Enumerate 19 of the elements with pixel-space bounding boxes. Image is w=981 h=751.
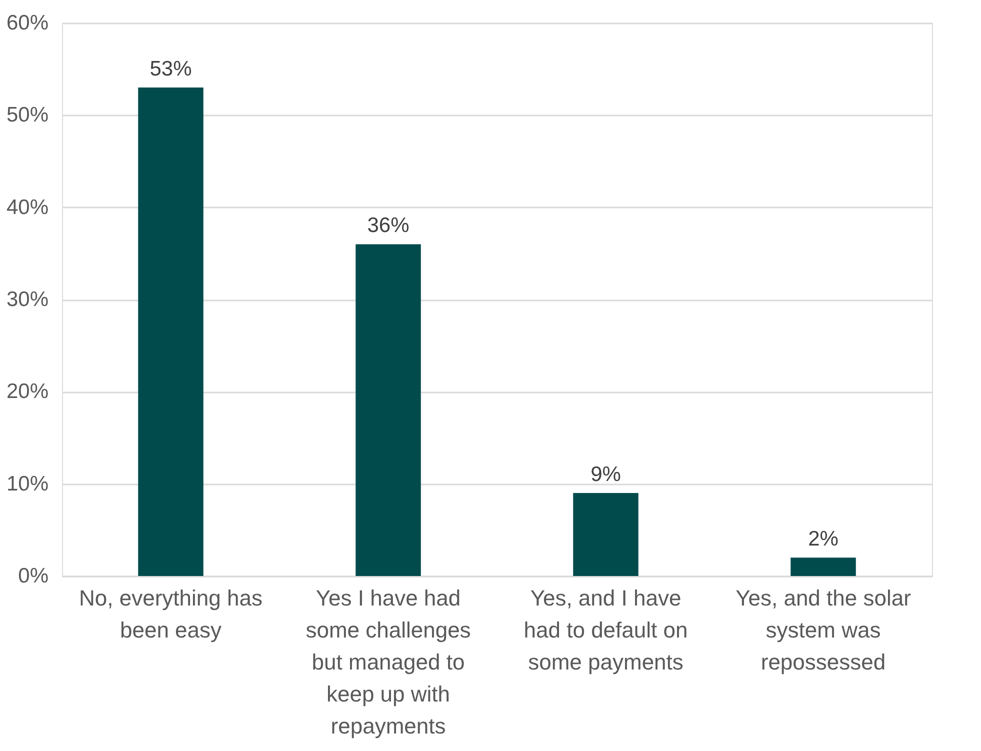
x-tick-label: No, everything has been easy (79, 586, 262, 642)
x-tick-label: Yes, and the solar system was repossessed (736, 586, 911, 674)
bar (790, 558, 856, 576)
y-tick-label: 30% (6, 288, 48, 311)
bar (138, 88, 204, 576)
x-tick-label: Yes, and I have had to default on some payments (524, 586, 688, 674)
data-label: 9% (590, 463, 621, 486)
y-tick-label: 10% (6, 472, 48, 496)
data-label: 36% (367, 214, 410, 238)
y-tick-label: 60% (6, 12, 48, 34)
y-tick-label: 0% (18, 564, 48, 588)
y-tick-label: 40% (6, 196, 48, 219)
x-tick-label: Yes I have had some challenges but managed to keep up with repayments (306, 586, 471, 738)
bar (356, 244, 421, 576)
data-label: 53% (150, 58, 192, 81)
data-label: 2% (808, 528, 838, 551)
bar (573, 493, 638, 576)
y-tick-label: 20% (6, 380, 48, 404)
y-tick-label: 50% (6, 104, 48, 127)
